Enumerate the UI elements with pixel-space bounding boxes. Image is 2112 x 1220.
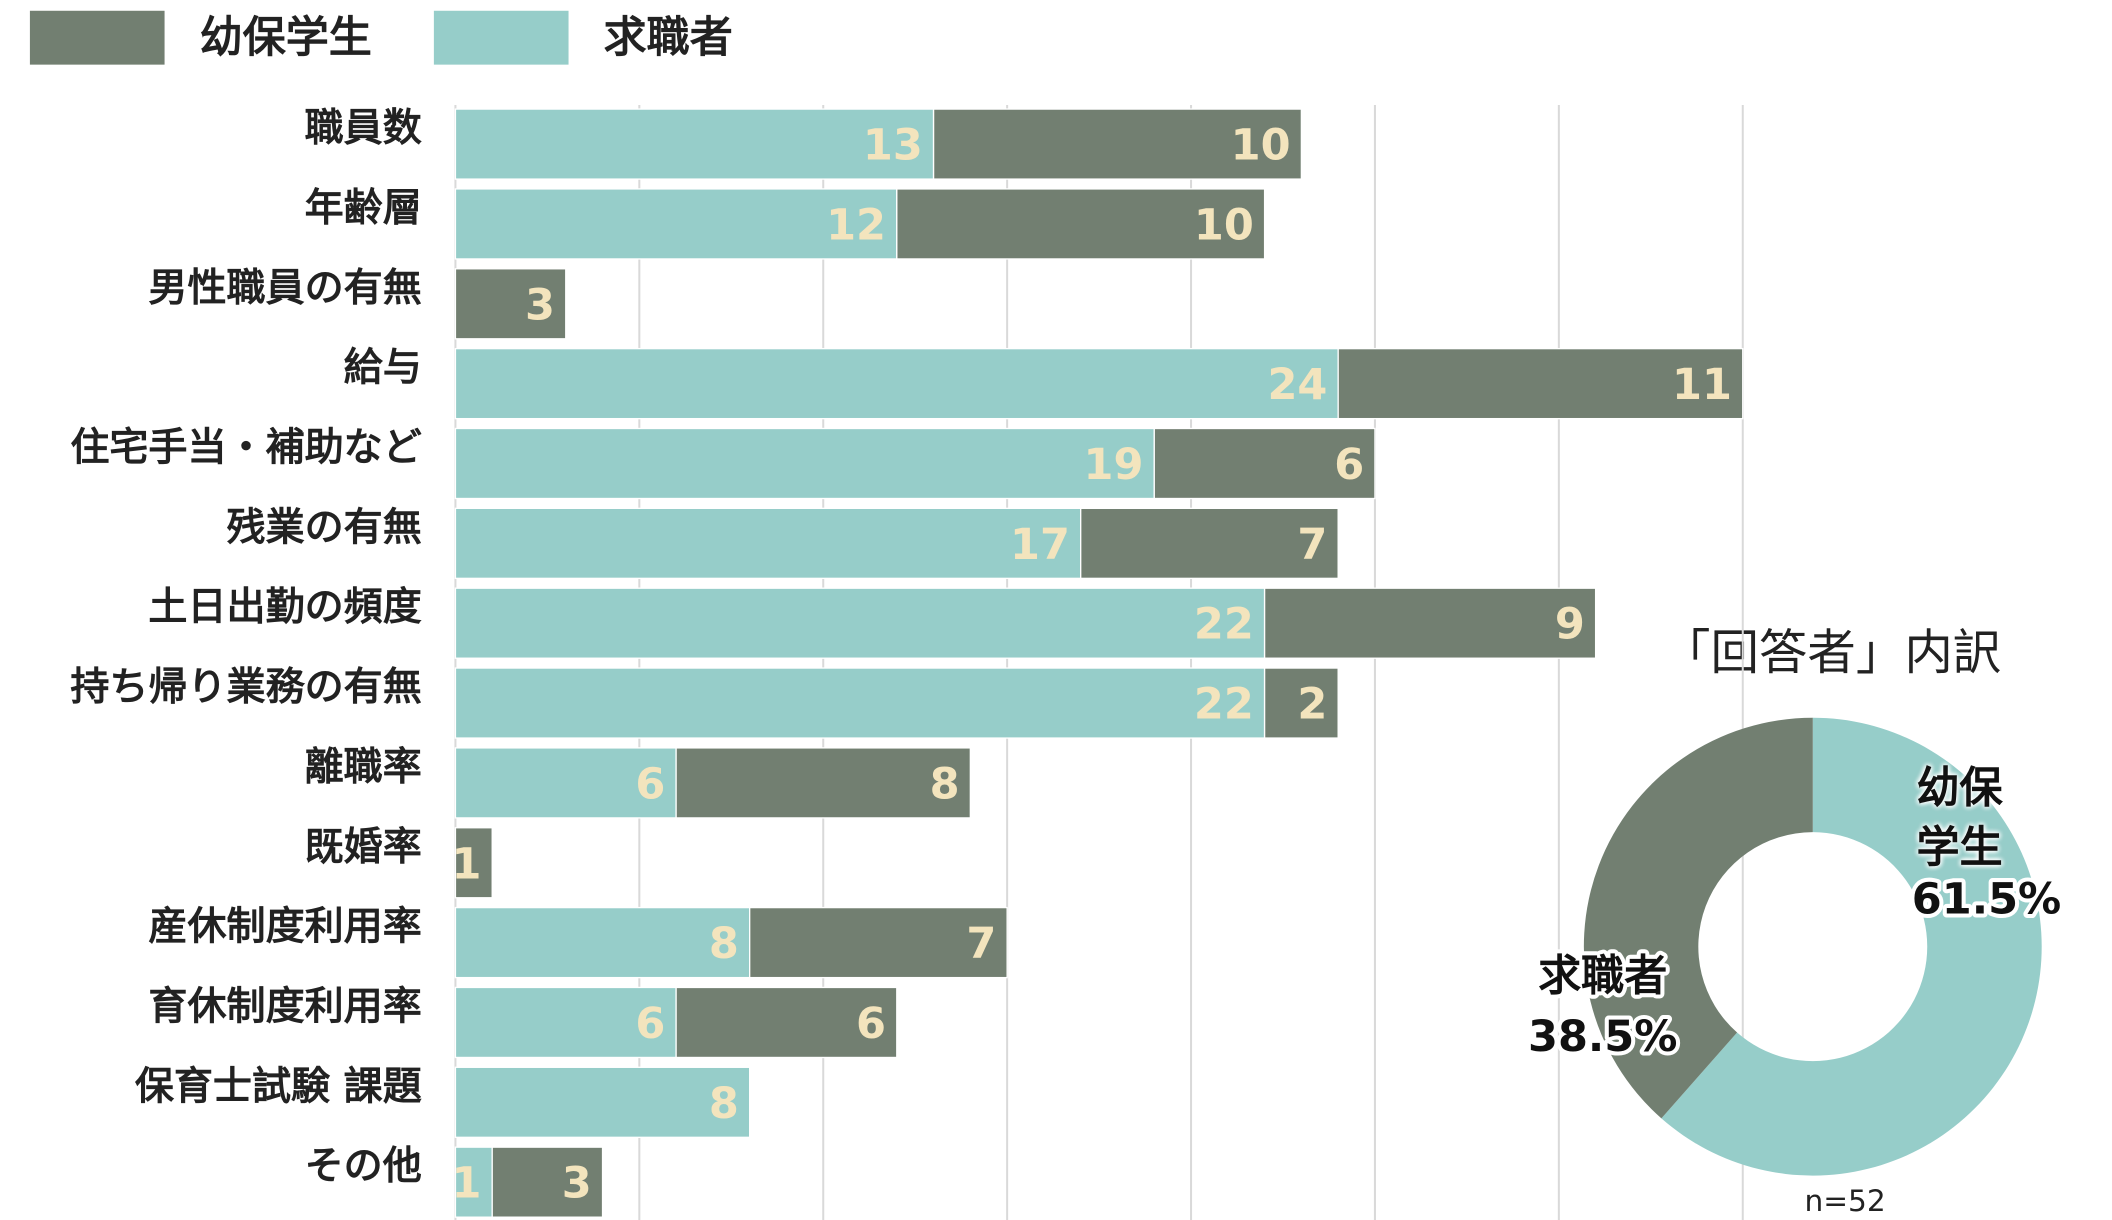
bar-segment: [1265, 588, 1596, 658]
value-label: 22: [1194, 600, 1254, 650]
value-label: 7: [966, 919, 996, 969]
category-label: 持ち帰り業務の有無: [70, 665, 421, 710]
category-label: その他: [305, 1144, 422, 1189]
category-label: 土日出勤の頻度: [148, 585, 421, 630]
value-label: 7: [1297, 520, 1327, 570]
donut-title: 「回答者」内訳: [1662, 625, 2001, 681]
value-label: 10: [1231, 121, 1291, 171]
chart: 「回答者」内訳 n=52 幼保学生求職者職員数1310年齢層1210男性職員の有…: [0, 0, 2112, 1220]
value-label: 10: [1194, 200, 1254, 250]
value-label: 3: [562, 1159, 592, 1209]
value-label: 8: [709, 1079, 739, 1129]
category-label: 保育士試験 課題: [135, 1064, 422, 1109]
legend-label: 求職者: [604, 13, 733, 63]
value-label: 6: [856, 999, 886, 1049]
bar-segment: [455, 508, 1080, 578]
value-label: 6: [635, 999, 665, 1049]
value-label: 6: [635, 759, 665, 809]
bar-segment: [455, 349, 1338, 419]
value-label: 17: [1010, 520, 1070, 570]
value-label: 8: [709, 919, 739, 969]
slice-label: 求職者: [1538, 951, 1667, 1001]
category-label: 残業の有無: [227, 505, 422, 550]
value-label: 2: [1297, 680, 1327, 730]
category-label: 給与: [344, 346, 422, 391]
bar-segment: [455, 908, 749, 978]
slice-label: 幼保学生: [1914, 758, 2004, 876]
category-label: 産休制度利用率: [148, 905, 421, 950]
value-label: 9: [1555, 600, 1585, 650]
category-label: 職員数: [305, 106, 423, 151]
value-label: 19: [1084, 440, 1144, 490]
slice-value: 38.5%: [1528, 1012, 1677, 1062]
value-label: 12: [826, 200, 886, 250]
legend-swatch: [30, 11, 165, 65]
slice-label: 幼保学生: [1892, 758, 2027, 879]
category-label: 既婚率: [305, 825, 422, 870]
value-label: 6: [1334, 440, 1364, 490]
value-label: 1: [451, 839, 481, 889]
legend-label: 幼保学生: [200, 13, 372, 63]
value-label: 13: [863, 121, 923, 171]
category-label: 住宅手当・補助など: [70, 426, 421, 471]
bar-segment: [455, 428, 1154, 498]
category-label: 男性職員の有無: [148, 266, 421, 311]
bar-segment: [455, 109, 933, 179]
bar-segment: [455, 668, 1264, 738]
legend-swatch: [434, 11, 569, 65]
value-label: 22: [1194, 680, 1254, 730]
value-label: 11: [1672, 360, 1732, 410]
bar-segment: [676, 748, 970, 818]
category-label: 育休制度利用率: [148, 984, 421, 1029]
value-label: 1: [451, 1159, 481, 1209]
value-label: 24: [1267, 360, 1327, 410]
value-label: 8: [930, 759, 960, 809]
slice-value: 61.5%: [1912, 875, 2061, 925]
category-label: 離職率: [305, 745, 422, 790]
bar-segment: [455, 1067, 749, 1137]
note: n=52: [1804, 1184, 1885, 1218]
value-label: 3: [525, 280, 555, 330]
bar-segment: [455, 588, 1264, 658]
category-label: 年齢層: [305, 186, 422, 231]
